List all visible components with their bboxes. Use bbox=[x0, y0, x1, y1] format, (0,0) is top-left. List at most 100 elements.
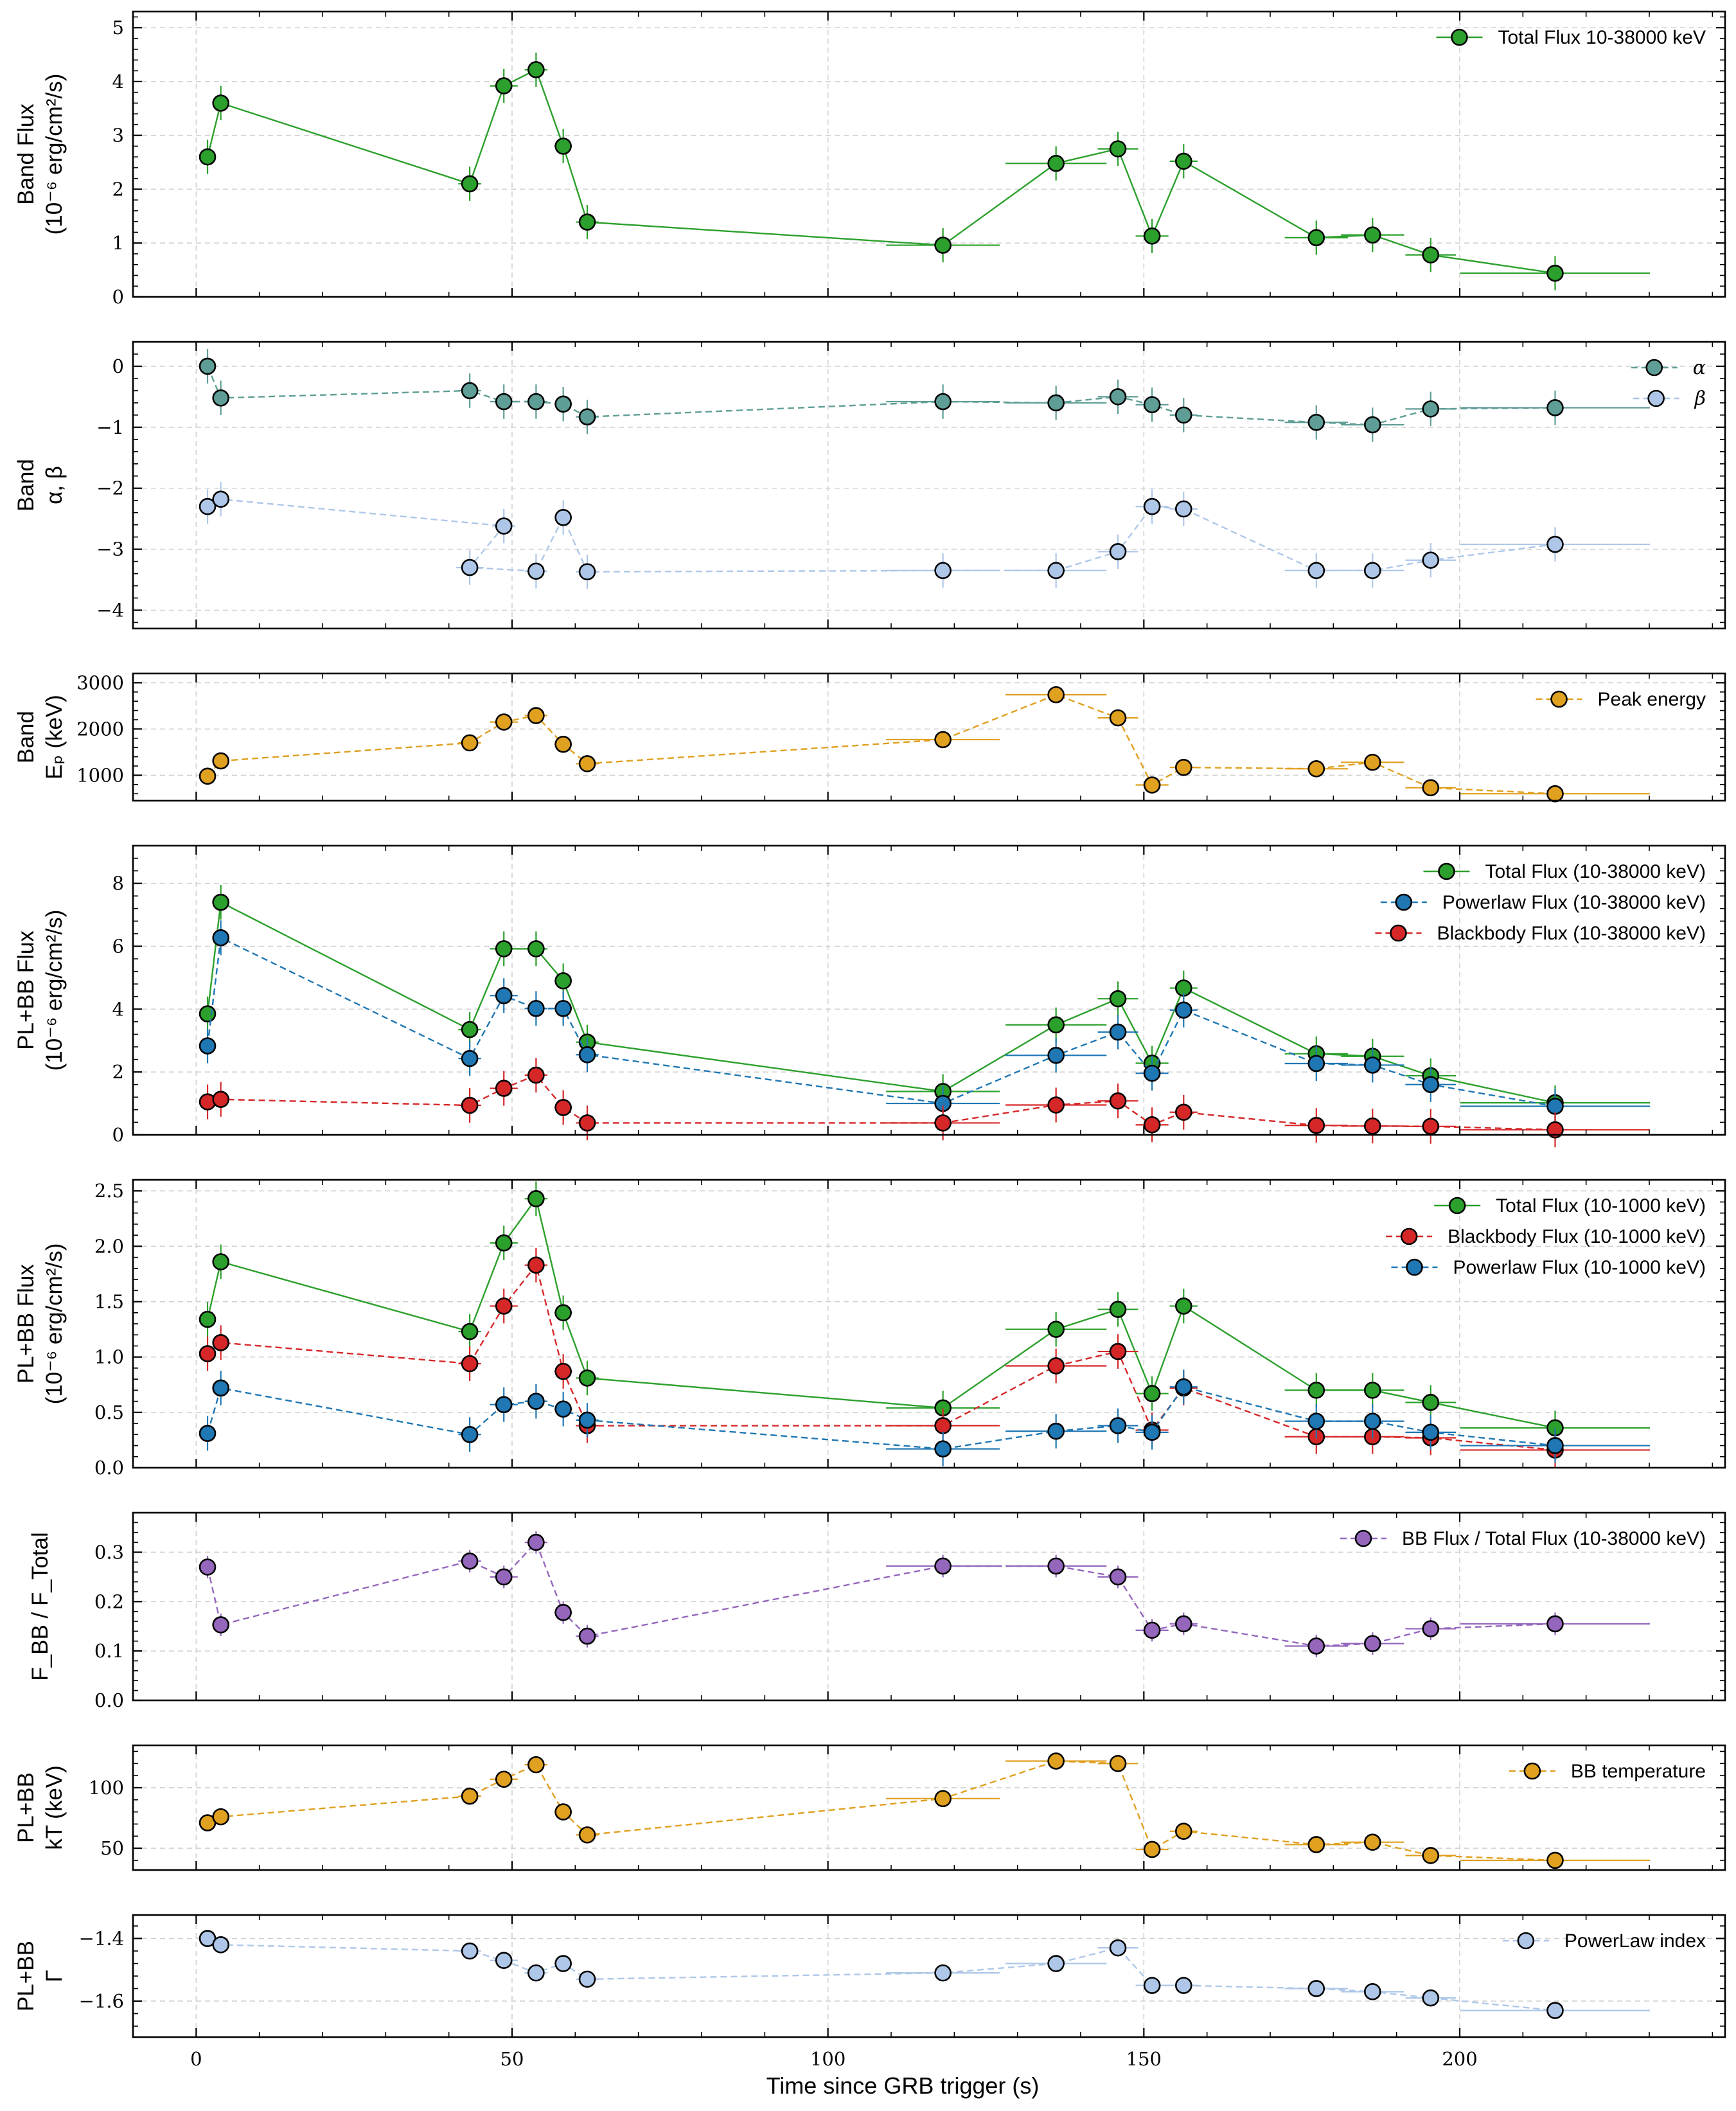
series-line bbox=[207, 1263, 1555, 1451]
data-point bbox=[461, 1553, 479, 1570]
data-point bbox=[1364, 1118, 1381, 1135]
data-point bbox=[934, 562, 952, 580]
data-point bbox=[1047, 562, 1065, 580]
data-point bbox=[1307, 1637, 1325, 1655]
y-axis-label: F_BB / F_Total bbox=[28, 1532, 53, 1680]
y-tick-label: 0 bbox=[112, 286, 124, 308]
legend-marker bbox=[1354, 1529, 1372, 1547]
data-point bbox=[461, 1355, 479, 1373]
data-point bbox=[554, 1362, 572, 1380]
data-point bbox=[527, 1189, 545, 1207]
data-point bbox=[212, 1091, 229, 1109]
data-point bbox=[461, 175, 479, 193]
data-point bbox=[1047, 1557, 1065, 1575]
y-axis-label: (10⁻⁶ erg/cm²/s) bbox=[42, 74, 67, 235]
series-line bbox=[206, 936, 1555, 1107]
data-point bbox=[1174, 1822, 1192, 1840]
data-point bbox=[1546, 264, 1564, 282]
data-point bbox=[1364, 1833, 1381, 1851]
data-point bbox=[1307, 1836, 1325, 1853]
data-point bbox=[578, 1369, 596, 1387]
data-point bbox=[527, 1256, 545, 1274]
y-tick-label: 0.2 bbox=[94, 1590, 124, 1612]
data-point bbox=[1422, 1423, 1440, 1441]
legend: Total Flux (10-38000 keV) Powerlaw Flux (… bbox=[1375, 861, 1706, 944]
data-point bbox=[578, 408, 596, 426]
data-point bbox=[1364, 1412, 1381, 1430]
data-point bbox=[527, 1964, 545, 1982]
y-tick-label: 4 bbox=[112, 998, 124, 1020]
legend-label: Total Flux (10-38000 keV) bbox=[1485, 861, 1706, 882]
data-point bbox=[212, 1808, 229, 1826]
y-tick-label: 0.5 bbox=[94, 1402, 124, 1423]
data-point bbox=[461, 1787, 479, 1805]
data-point bbox=[1109, 990, 1127, 1008]
data-point bbox=[1143, 227, 1161, 245]
y-tick-label: 4 bbox=[112, 71, 124, 93]
y-axis-label: α, β bbox=[42, 466, 67, 504]
data-point bbox=[527, 1066, 545, 1084]
axes-frame bbox=[132, 341, 1726, 630]
data-point bbox=[1047, 1357, 1065, 1375]
data-point bbox=[495, 1770, 513, 1788]
legend-marker bbox=[1395, 893, 1413, 911]
data-point bbox=[1174, 1103, 1192, 1121]
x-tick-label: 0 bbox=[190, 2048, 202, 2070]
data-point bbox=[527, 1000, 545, 1017]
data-point bbox=[1422, 246, 1440, 263]
data-point bbox=[1307, 413, 1325, 431]
legend-marker bbox=[1647, 389, 1665, 407]
legend-marker bbox=[1448, 1197, 1466, 1215]
data-point bbox=[1109, 1092, 1127, 1110]
data-point bbox=[1174, 1977, 1192, 1994]
data-point bbox=[934, 236, 952, 254]
data-point bbox=[1047, 1422, 1065, 1440]
y-axis-label: Band bbox=[13, 711, 39, 763]
data-point bbox=[1174, 1615, 1192, 1633]
y-axis-label: PL+BB Flux bbox=[13, 931, 39, 1050]
data-point bbox=[1546, 1851, 1564, 1869]
legend-label: BB Flux / Total Flux (10-38000 keV) bbox=[1402, 1528, 1706, 1549]
data-point bbox=[1109, 1301, 1127, 1318]
y-tick-label: 50 bbox=[100, 1837, 124, 1859]
y-axis-label: kT (keV) bbox=[42, 1765, 67, 1850]
data-point bbox=[934, 1964, 952, 1982]
data-point bbox=[934, 1114, 952, 1132]
data-point bbox=[1109, 140, 1127, 157]
data-point bbox=[461, 734, 479, 752]
y-tick-label: 0.0 bbox=[94, 1689, 124, 1711]
data-point bbox=[1307, 1055, 1325, 1073]
data-point bbox=[1422, 551, 1440, 569]
data-point bbox=[1546, 1615, 1564, 1633]
legend-label: α bbox=[1693, 357, 1706, 379]
data-point bbox=[1143, 396, 1161, 414]
data-point bbox=[1109, 543, 1127, 560]
data-point bbox=[527, 61, 545, 78]
legend: BB temperature bbox=[1509, 1761, 1706, 1782]
data-point bbox=[554, 972, 572, 990]
y-tick-label: 3000 bbox=[76, 672, 124, 693]
data-point bbox=[495, 1080, 513, 1097]
axes-frame bbox=[132, 1511, 1726, 1702]
data-point bbox=[1422, 1394, 1440, 1411]
legend: PowerLaw index bbox=[1502, 1930, 1706, 1952]
y-axis-label: (10⁻⁶ erg/cm²/s) bbox=[42, 910, 67, 1071]
axes-frame bbox=[132, 672, 1726, 802]
series-1 bbox=[199, 1752, 1650, 1869]
data-point bbox=[527, 562, 545, 580]
data-point bbox=[461, 1020, 479, 1038]
axes-frame bbox=[132, 1179, 1726, 1469]
data-point bbox=[578, 563, 596, 581]
legend: Total Flux 10-38000 keV bbox=[1436, 27, 1706, 48]
x-axis-label: Time since GRB trigger (s) bbox=[766, 2072, 1040, 2099]
data-point bbox=[1174, 152, 1192, 170]
data-point bbox=[578, 755, 596, 772]
data-point bbox=[554, 395, 572, 413]
panel-8: −1.6 −1.4 PL+BB Γ PowerLaw index 0 50 100 150 200 bbox=[13, 1914, 1726, 2070]
data-point bbox=[461, 1426, 479, 1443]
data-point bbox=[934, 1440, 952, 1458]
legend: BB Flux / Total Flux (10-38000 keV) bbox=[1340, 1528, 1706, 1549]
data-point bbox=[199, 1345, 217, 1362]
y-tick-label: 2 bbox=[112, 178, 124, 200]
legend-label: Powerlaw Flux (10-38000 keV) bbox=[1442, 892, 1706, 913]
